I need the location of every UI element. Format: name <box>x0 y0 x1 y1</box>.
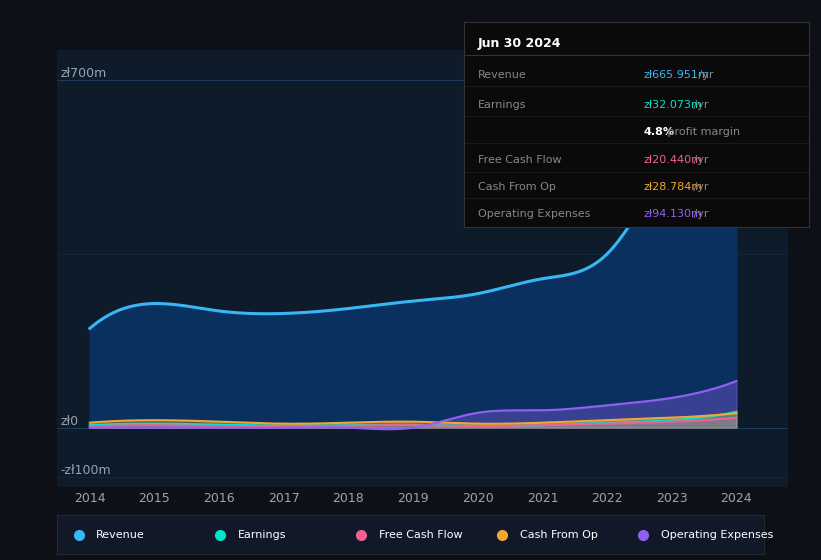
Text: profit margin: profit margin <box>664 127 740 137</box>
Text: zł700m: zł700m <box>61 67 107 80</box>
Text: Revenue: Revenue <box>478 69 526 80</box>
Text: Jun 30 2024: Jun 30 2024 <box>478 37 562 50</box>
Text: Cash From Op: Cash From Op <box>478 182 556 192</box>
Text: Operating Expenses: Operating Expenses <box>661 530 773 540</box>
Text: zł665.951m: zł665.951m <box>643 69 709 80</box>
Text: Earnings: Earnings <box>237 530 286 540</box>
Text: Revenue: Revenue <box>96 530 145 540</box>
Text: Free Cash Flow: Free Cash Flow <box>478 156 562 166</box>
Text: Cash From Op: Cash From Op <box>520 530 598 540</box>
Text: zł94.130m: zł94.130m <box>643 209 702 218</box>
Text: /yr: /yr <box>695 69 713 80</box>
Text: -zł100m: -zł100m <box>61 464 112 477</box>
Text: /yr: /yr <box>690 156 709 166</box>
Text: /yr: /yr <box>690 100 709 110</box>
Text: Free Cash Flow: Free Cash Flow <box>378 530 462 540</box>
Text: zł32.073m: zł32.073m <box>643 100 702 110</box>
Text: zł20.440m: zł20.440m <box>643 156 702 166</box>
Text: zł28.784m: zł28.784m <box>643 182 703 192</box>
Text: Operating Expenses: Operating Expenses <box>478 209 590 218</box>
Text: /yr: /yr <box>690 182 709 192</box>
Text: /yr: /yr <box>690 209 709 218</box>
Text: Earnings: Earnings <box>478 100 526 110</box>
Text: zł0: zł0 <box>61 414 79 428</box>
Text: 4.8%: 4.8% <box>643 127 674 137</box>
